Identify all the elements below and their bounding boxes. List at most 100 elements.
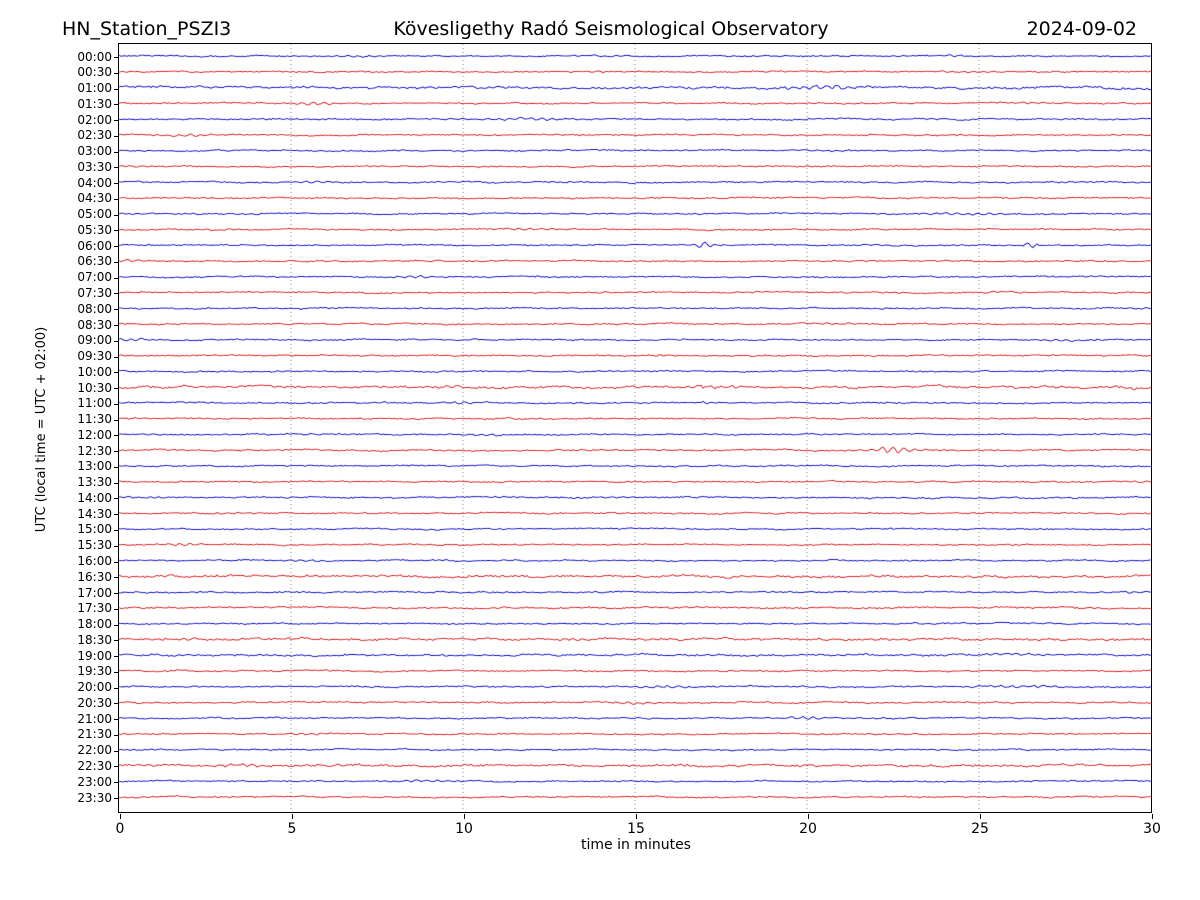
y-tick-mark bbox=[114, 152, 119, 153]
y-tick-label: 09:00 bbox=[77, 333, 112, 348]
y-tick-label: 23:30 bbox=[77, 790, 112, 805]
trace-19:30 bbox=[119, 669, 1152, 674]
y-tick-mark bbox=[114, 703, 119, 704]
y-tick-mark bbox=[114, 735, 119, 736]
x-tick-label: 25 bbox=[971, 821, 989, 837]
y-tick-mark bbox=[114, 640, 119, 641]
y-tick-label: 11:00 bbox=[77, 396, 112, 411]
x-tick-label: 15 bbox=[627, 821, 645, 837]
station-title: HN_Station_PSZI3 bbox=[62, 18, 232, 40]
y-tick-mark bbox=[114, 357, 119, 358]
y-tick-label: 05:00 bbox=[77, 207, 112, 222]
trace-07:00 bbox=[119, 275, 1152, 279]
y-tick-mark bbox=[114, 498, 119, 499]
x-tick-mark bbox=[120, 814, 121, 819]
trace-halo bbox=[119, 241, 1152, 250]
y-tick-mark bbox=[114, 183, 119, 184]
y-tick-mark bbox=[114, 593, 119, 594]
y-tick-label: 19:00 bbox=[77, 648, 112, 663]
y-tick-mark bbox=[114, 766, 119, 767]
trace-14:30 bbox=[119, 512, 1152, 516]
trace-00:30 bbox=[119, 70, 1152, 74]
y-tick-label: 02:00 bbox=[77, 112, 112, 127]
trace-09:00 bbox=[119, 338, 1152, 343]
helicorder-traces bbox=[119, 44, 1152, 813]
y-tick-mark bbox=[114, 73, 119, 74]
y-tick-mark bbox=[114, 262, 119, 263]
y-tick-label: 17:00 bbox=[77, 585, 112, 600]
x-tick-mark bbox=[636, 814, 637, 819]
trace-15:00 bbox=[119, 527, 1152, 532]
trace-05:30 bbox=[119, 228, 1152, 232]
y-tick-label: 23:00 bbox=[77, 774, 112, 789]
trace-12:00 bbox=[119, 433, 1152, 437]
x-tick-label: 0 bbox=[115, 821, 125, 837]
y-tick-label: 15:30 bbox=[77, 538, 112, 553]
trace-16:30 bbox=[119, 574, 1152, 579]
trace-05:00 bbox=[119, 212, 1152, 217]
y-tick-label: 08:30 bbox=[77, 317, 112, 332]
helicorder-plot-area bbox=[118, 43, 1153, 814]
y-tick-label: 14:00 bbox=[77, 490, 112, 505]
y-tick-mark bbox=[114, 656, 119, 657]
y-tick-mark bbox=[114, 167, 119, 168]
y-tick-mark bbox=[114, 530, 119, 531]
y-tick-label: 07:00 bbox=[77, 270, 112, 285]
y-tick-label: 02:30 bbox=[77, 128, 112, 143]
x-tick-label: 5 bbox=[287, 821, 297, 837]
x-tick-label: 10 bbox=[455, 821, 473, 837]
y-tick-label: 20:30 bbox=[77, 695, 112, 710]
trace-23:00 bbox=[119, 779, 1152, 784]
x-tick-mark bbox=[464, 814, 465, 819]
trace-00:00 bbox=[119, 54, 1152, 59]
trace-03:30 bbox=[119, 165, 1152, 169]
x-tick-mark bbox=[980, 814, 981, 819]
trace-10:00 bbox=[119, 369, 1152, 374]
trace-11:00 bbox=[119, 401, 1152, 405]
y-tick-label: 16:00 bbox=[77, 554, 112, 568]
trace-22:30 bbox=[119, 763, 1152, 769]
x-tick-mark bbox=[292, 814, 293, 819]
x-tick-label: 20 bbox=[799, 821, 817, 837]
y-tick-mark bbox=[114, 104, 119, 105]
y-tick-mark bbox=[114, 435, 119, 436]
y-tick-label: 06:30 bbox=[77, 254, 112, 269]
y-tick-mark bbox=[114, 404, 119, 405]
y-tick-label: 13:00 bbox=[77, 459, 112, 474]
y-tick-label: 13:30 bbox=[77, 475, 112, 490]
trace-18:30 bbox=[119, 637, 1152, 642]
y-tick-mark bbox=[114, 278, 119, 279]
y-tick-mark bbox=[114, 562, 119, 563]
y-tick-mark bbox=[114, 514, 119, 515]
trace-13:30 bbox=[119, 480, 1152, 484]
trace-15:30 bbox=[119, 543, 1152, 547]
y-tick-mark bbox=[114, 451, 119, 452]
trace-04:30 bbox=[119, 196, 1152, 200]
y-tick-label: 21:00 bbox=[77, 711, 112, 726]
y-tick-label: 11:30 bbox=[77, 412, 112, 427]
y-tick-label: 09:30 bbox=[77, 349, 112, 364]
y-tick-label: 10:30 bbox=[77, 380, 112, 395]
trace-07:30 bbox=[119, 291, 1152, 295]
trace-21:00 bbox=[119, 716, 1152, 721]
y-tick-mark bbox=[114, 609, 119, 610]
y-tick-label: 22:30 bbox=[77, 758, 112, 773]
y-tick-label: 07:30 bbox=[77, 285, 112, 300]
y-tick-mark bbox=[114, 372, 119, 373]
trace-02:30 bbox=[119, 133, 1152, 138]
trace-18:00 bbox=[119, 622, 1152, 626]
trace-08:30 bbox=[119, 322, 1152, 326]
observatory-title: Kövesligethy Radó Seismological Observat… bbox=[393, 18, 829, 40]
y-tick-mark bbox=[114, 230, 119, 231]
trace-17:00 bbox=[119, 591, 1152, 595]
trace-01:00 bbox=[119, 85, 1152, 91]
y-tick-label: 00:00 bbox=[77, 49, 112, 64]
y-tick-label: 22:00 bbox=[77, 743, 112, 758]
x-tick-label: 30 bbox=[1143, 821, 1161, 837]
y-tick-mark bbox=[114, 341, 119, 342]
y-tick-label: 19:30 bbox=[77, 664, 112, 679]
trace-23:30 bbox=[119, 795, 1152, 799]
trace-04:00 bbox=[119, 180, 1152, 185]
trace-02:00 bbox=[119, 117, 1152, 122]
y-tick-label: 18:30 bbox=[77, 632, 112, 647]
